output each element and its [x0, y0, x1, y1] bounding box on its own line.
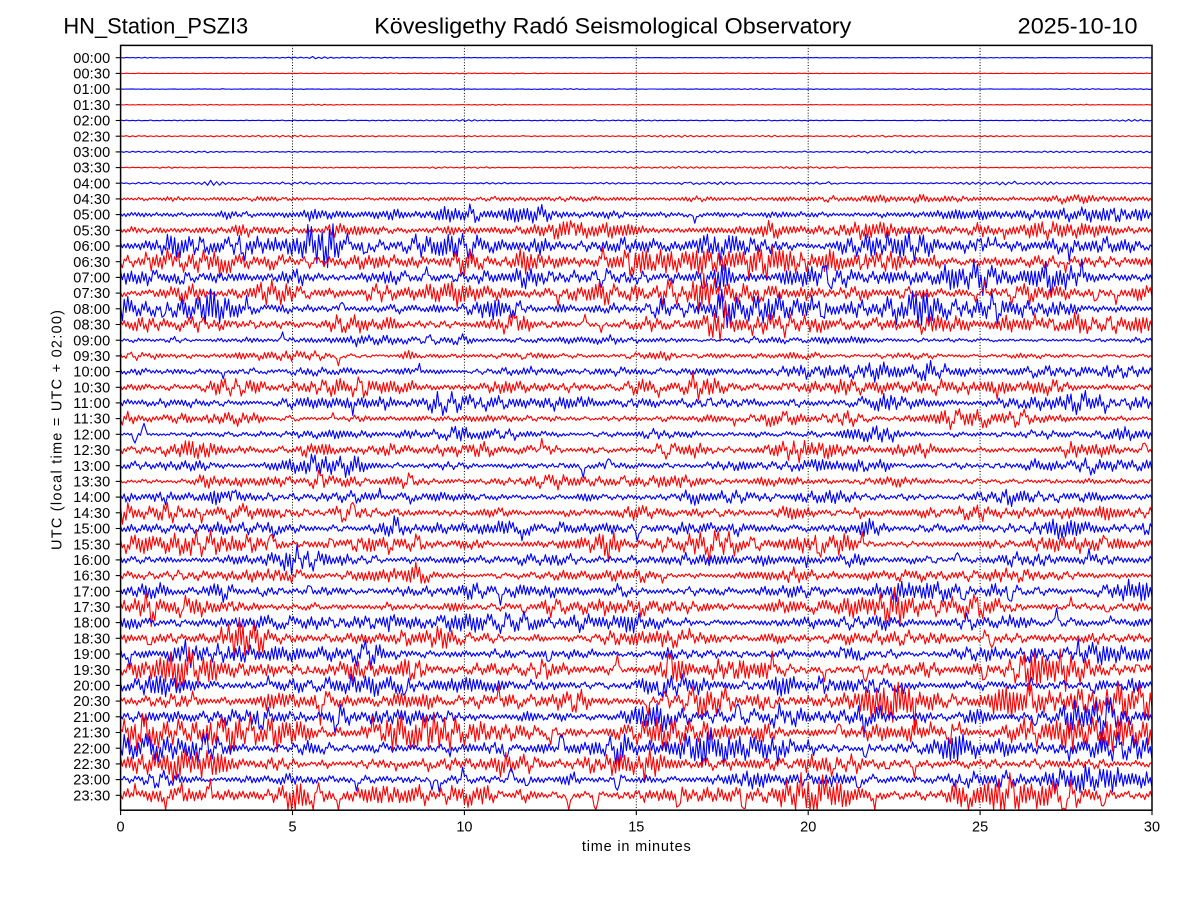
svg-text:5: 5 [288, 820, 296, 836]
svg-text:14:30: 14:30 [73, 506, 110, 522]
svg-text:05:30: 05:30 [73, 223, 110, 239]
svg-text:02:00: 02:00 [73, 114, 110, 130]
svg-text:15:30: 15:30 [73, 537, 110, 553]
svg-text:19:00: 19:00 [73, 647, 110, 663]
svg-text:07:00: 07:00 [73, 271, 110, 287]
svg-text:06:30: 06:30 [73, 255, 110, 271]
svg-text:07:30: 07:30 [73, 286, 110, 302]
svg-text:15:00: 15:00 [73, 522, 110, 538]
svg-text:05:00: 05:00 [73, 208, 110, 224]
svg-text:03:30: 03:30 [73, 161, 110, 177]
svg-text:12:00: 12:00 [73, 427, 110, 443]
svg-text:06:00: 06:00 [73, 239, 110, 255]
svg-text:23:00: 23:00 [73, 773, 110, 789]
svg-text:20:00: 20:00 [73, 679, 110, 695]
svg-text:00:30: 00:30 [73, 67, 110, 83]
svg-text:08:00: 08:00 [73, 302, 110, 318]
svg-text:02:30: 02:30 [73, 129, 110, 145]
svg-text:22:30: 22:30 [73, 757, 110, 773]
svg-text:13:30: 13:30 [73, 475, 110, 491]
svg-text:16:30: 16:30 [73, 569, 110, 585]
svg-text:04:30: 04:30 [73, 192, 110, 208]
svg-text:22:00: 22:00 [73, 741, 110, 757]
svg-text:01:30: 01:30 [73, 98, 110, 114]
svg-text:time in minutes: time in minutes [582, 839, 691, 855]
svg-text:21:30: 21:30 [73, 726, 110, 742]
svg-text:30: 30 [1144, 820, 1160, 836]
svg-text:19:30: 19:30 [73, 663, 110, 679]
svg-text:20: 20 [800, 820, 816, 836]
svg-text:18:00: 18:00 [73, 616, 110, 632]
svg-text:04:00: 04:00 [73, 176, 110, 192]
svg-text:15: 15 [628, 820, 644, 836]
svg-text:20:30: 20:30 [73, 694, 110, 710]
svg-text:UTC (local time = UTC + 02:00): UTC (local time = UTC + 02:00) [49, 310, 65, 550]
svg-text:11:30: 11:30 [73, 412, 110, 428]
svg-text:12:30: 12:30 [73, 443, 110, 459]
svg-text:16:00: 16:00 [73, 553, 110, 569]
svg-text:0: 0 [117, 820, 125, 836]
svg-text:08:30: 08:30 [73, 318, 110, 334]
svg-text:17:00: 17:00 [73, 584, 110, 600]
svg-text:01:00: 01:00 [73, 82, 110, 98]
svg-text:10:30: 10:30 [73, 380, 110, 396]
svg-text:09:00: 09:00 [73, 333, 110, 349]
svg-text:23:30: 23:30 [73, 788, 110, 804]
svg-text:09:30: 09:30 [73, 349, 110, 365]
svg-text:18:30: 18:30 [73, 631, 110, 647]
svg-text:10: 10 [456, 820, 472, 836]
svg-text:25: 25 [972, 820, 988, 836]
svg-text:00:00: 00:00 [73, 51, 110, 67]
svg-text:Kövesligethy Radó Seismologica: Kövesligethy Radó Seismological Observat… [374, 14, 851, 39]
svg-text:13:00: 13:00 [73, 459, 110, 475]
svg-text:2025-10-10: 2025-10-10 [1018, 14, 1138, 39]
svg-text:11:00: 11:00 [73, 396, 110, 412]
svg-text:HN_Station_PSZI3: HN_Station_PSZI3 [63, 14, 248, 39]
svg-text:21:00: 21:00 [73, 710, 110, 726]
svg-text:14:00: 14:00 [73, 490, 110, 506]
svg-text:17:30: 17:30 [73, 600, 110, 616]
svg-text:10:00: 10:00 [73, 365, 110, 381]
svg-text:03:00: 03:00 [73, 145, 110, 161]
